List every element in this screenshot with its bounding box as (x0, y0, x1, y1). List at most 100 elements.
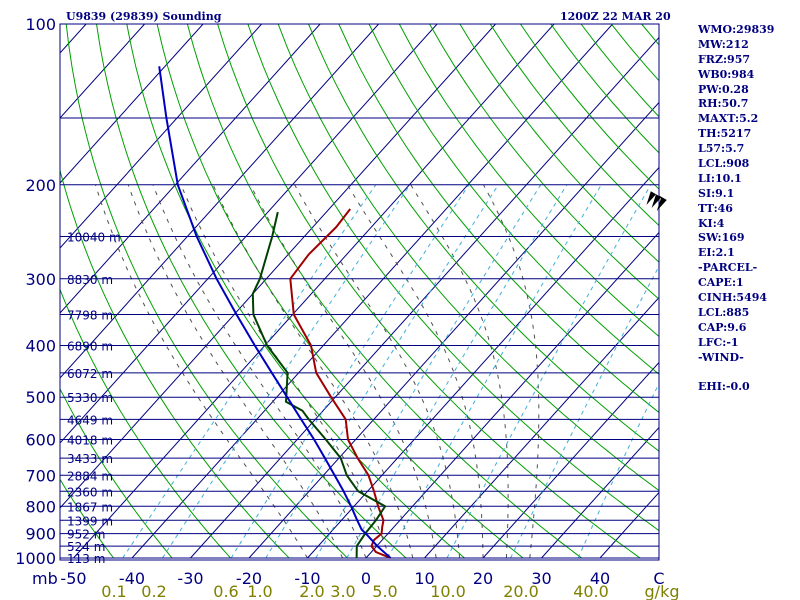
profile-line-group (158, 66, 392, 559)
isotherm-line (541, 426, 659, 559)
index-item: FRZ:957 (698, 52, 751, 66)
chart-time: 1200Z 22 MAR 20 (560, 10, 671, 23)
isotherm-line (60, 24, 496, 509)
index-item: CAPE:1 (698, 276, 744, 290)
pressure-tick-label: 800 (25, 497, 56, 516)
temperature-tick-label: -30 (177, 569, 203, 588)
isobar-line-group (60, 23, 659, 559)
index-item: -PARCEL- (698, 261, 758, 275)
dry-adiabat-line (247, 24, 659, 532)
index-item: EI:2.1 (698, 246, 735, 260)
index-item: L57:5.7 (698, 142, 745, 156)
height-label: 1867 m (67, 500, 113, 514)
wind-barb-pennant (646, 191, 656, 205)
moist-adiabat-line (249, 184, 437, 559)
height-label: 3433 m (67, 452, 113, 466)
index-item: CAP:9.6 (698, 320, 747, 334)
dry-adiabat-line (217, 24, 641, 559)
moist-adiabat-line (212, 184, 414, 559)
index-item (698, 365, 798, 380)
mixing-ratio-line (122, 184, 377, 559)
temperature-tick-label: 10 (414, 569, 434, 588)
index-item: EHI:-0.0 (698, 380, 750, 394)
moist-adiabat-line (347, 184, 484, 558)
mixing-ratio-label: 20.0 (503, 582, 539, 600)
height-label: 4649 m (67, 413, 113, 427)
index-item: LCL:908 (698, 157, 750, 171)
temperature-tick-label: -50 (60, 569, 86, 588)
mixing-ratio-label: 0.2 (141, 582, 166, 600)
moist-adiabat-line (127, 184, 344, 559)
isotherm-line (307, 166, 659, 559)
index-item: PW:0.28 (698, 82, 749, 96)
isotherm-line (60, 24, 321, 314)
index-item: WB0:984 (698, 67, 755, 81)
index-item: MAXT:5.2 (698, 112, 759, 126)
height-label: 1399 m (67, 514, 113, 528)
background-line-group (60, 24, 659, 559)
mixing-ratio-label: 0.1 (101, 582, 126, 600)
mixing-ratio-label: 10.0 (430, 582, 466, 600)
height-label: 7798 m (67, 309, 113, 323)
isotherm-line (131, 24, 613, 559)
mixing-ratio-line (446, 184, 652, 559)
index-item: TT:46 (698, 201, 733, 215)
height-label: 6072 m (67, 367, 113, 381)
index-item: MW:212 (698, 37, 749, 51)
isotherm-line (73, 24, 555, 559)
mixing-ratio-label: 0.6 (213, 582, 238, 600)
isotherm-line (60, 24, 145, 119)
dry-adiabat-line (156, 24, 524, 559)
wind-barb-pennant (656, 197, 667, 211)
height-label: 8830 m (67, 273, 113, 287)
height-label: 4018 m (67, 434, 113, 448)
mixing-ratio-label: g/kg (645, 582, 680, 600)
mixing-ratio-line (162, 184, 411, 559)
pressure-tick-label: 100 (25, 15, 56, 34)
height-label: 952 m (67, 528, 105, 542)
index-item: RH:50.7 (698, 97, 749, 111)
index-item: CINH:5494 (698, 291, 768, 305)
height-label: 2884 m (67, 469, 113, 483)
pressure-tick-label: 200 (25, 176, 56, 195)
temperature-tick-label: 40 (590, 569, 610, 588)
moist-adiabat-line (483, 184, 540, 559)
mixing-ratio-label: 1.0 (247, 582, 272, 600)
moist-adiabat-line (410, 184, 509, 559)
mixing-ratio-label: 2.0 (299, 582, 324, 600)
wind-barb (646, 191, 667, 211)
parcel-profile-line (158, 66, 392, 559)
wind-barb-staff (658, 195, 667, 201)
temperature-tick-label: 20 (473, 569, 493, 588)
mixing-ratio-label: 5.0 (372, 582, 397, 600)
mixing-ratio-line (510, 265, 659, 559)
index-item: LFC:-1 (698, 335, 739, 349)
temperature-tick-label: -10 (294, 569, 320, 588)
plot-frame (59, 23, 660, 561)
index-item: LI:10.1 (698, 171, 742, 185)
temperature-tick-label: -20 (236, 569, 262, 588)
isotherm-line (60, 24, 438, 444)
index-item: SI:9.1 (698, 186, 735, 200)
index-item: WMO:29839 (698, 23, 775, 36)
pressure-tick-label: 500 (25, 388, 56, 407)
isotherm-line (60, 24, 262, 249)
pressure-tick-label: 300 (25, 270, 56, 289)
dry-adiabat-line (277, 24, 659, 492)
wind-barb-group (646, 191, 667, 211)
isotherm-line (248, 101, 659, 559)
pressure-tick-label: 1000 (15, 549, 56, 568)
moist-adiabat-line (152, 184, 367, 559)
height-label: 2360 m (67, 485, 113, 499)
isotherm-line (60, 24, 204, 184)
isotherm-line (424, 296, 659, 559)
chart-title: U9839 (29839) Sounding (66, 10, 222, 23)
index-item: TH:5217 (698, 127, 752, 141)
height-label: 5330 m (67, 391, 113, 405)
pressure-tick-label: 900 (25, 525, 56, 544)
height-label: 6890 m (67, 340, 113, 354)
stability-index-panel: WMO:29839 MW:212 FRZ:957 WB0:984 PW:0.28 RH:5… (698, 23, 798, 395)
pressure-tick-label: 600 (25, 431, 56, 450)
